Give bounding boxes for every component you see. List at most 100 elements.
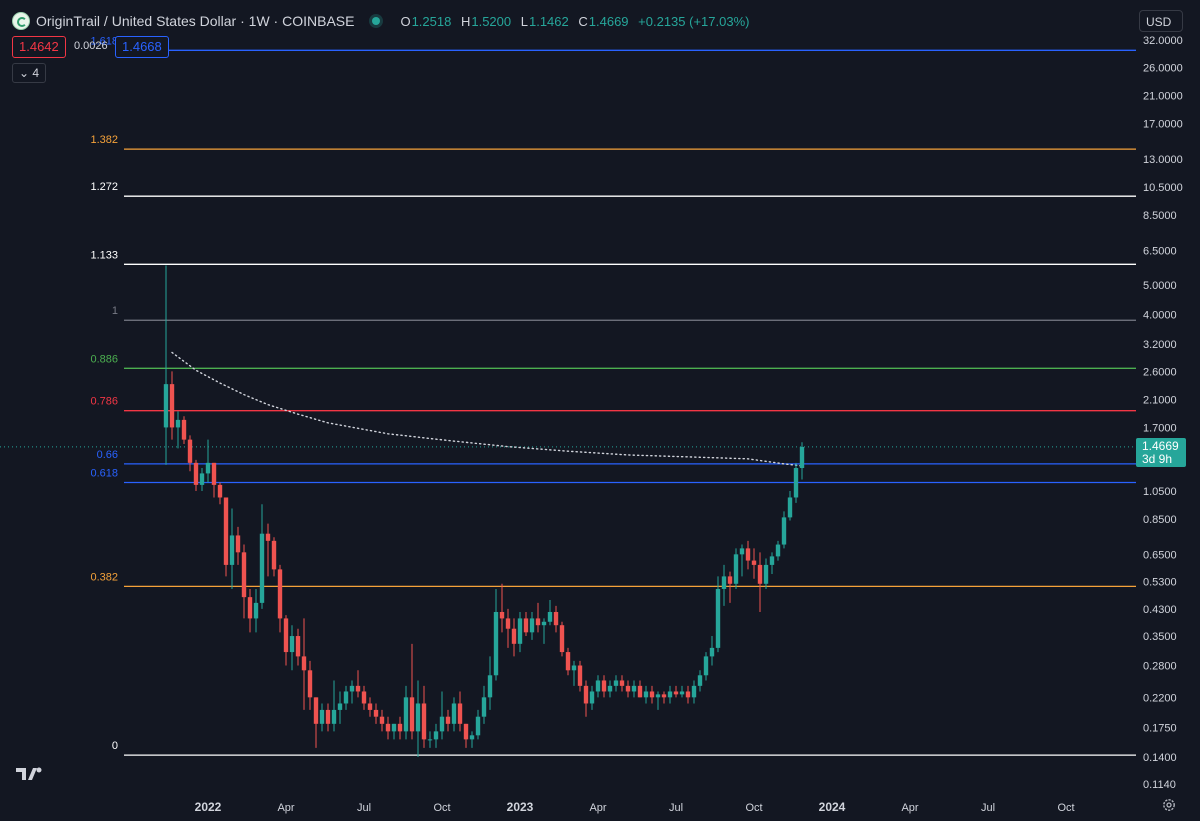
- settings-gear-icon[interactable]: [1162, 798, 1176, 812]
- candle-96: [739, 544, 745, 577]
- candle-body: [637, 685, 643, 698]
- candle-16: [259, 504, 265, 609]
- indicators-toggle-button[interactable]: ⌄ 4: [12, 63, 47, 83]
- candle-30: [343, 685, 349, 710]
- candle-body: [445, 716, 451, 724]
- candle-5: [193, 459, 199, 492]
- candle-body: [193, 462, 199, 485]
- candle-93: [721, 564, 727, 606]
- candle-98: [751, 548, 757, 579]
- last-price-value: 1.4669: [1142, 439, 1179, 453]
- y-tick-label-11: 2.6000: [1143, 366, 1177, 378]
- candle-body: [241, 552, 247, 598]
- candle-95: [733, 548, 739, 589]
- candle-11: [229, 508, 235, 589]
- y-tick-label-2: 21.0000: [1143, 91, 1183, 103]
- candle-53: [481, 685, 487, 724]
- candle-body: [793, 468, 799, 498]
- candle-22: [295, 628, 301, 666]
- y-tick-label-15: 0.8500: [1143, 514, 1177, 526]
- candle-body: [361, 691, 367, 704]
- candle-body: [715, 588, 721, 648]
- symbol-title[interactable]: OriginTrail / United States Dollar · 1W …: [36, 13, 355, 29]
- price-axis[interactable]: 32.0000 26.0000 21.0000 17.0000 13.0000 10.50…: [1143, 35, 1183, 791]
- candle-body: [331, 709, 337, 724]
- candle-body: [523, 618, 529, 633]
- candle-3: [181, 416, 187, 444]
- y-tick-label-5: 10.5000: [1143, 182, 1183, 194]
- candle-44: [427, 731, 433, 748]
- market-status-icon[interactable]: [372, 17, 381, 25]
- y-tick-label-24: 0.1140: [1143, 779, 1176, 791]
- candle-body: [271, 540, 277, 570]
- candle-body: [625, 685, 631, 692]
- candle-body: [733, 554, 739, 584]
- y-tick-label-0: 32.0000: [1143, 35, 1183, 47]
- y-tick-label-19: 0.3500: [1143, 631, 1177, 643]
- ohlc-readout: O1.2518 H1.5200 L1.1462 C1.4669 +0.2135 …: [400, 14, 755, 29]
- candle-body: [481, 697, 487, 717]
- low-label: L: [520, 13, 528, 29]
- y-tick-label-7: 6.5000: [1143, 245, 1177, 257]
- buy-price-button[interactable]: 1.4668: [115, 36, 169, 58]
- candle-34: [367, 697, 373, 717]
- candle-body: [457, 703, 463, 724]
- candle-100: [763, 558, 769, 589]
- candle-7: [205, 439, 211, 483]
- candle-body: [487, 675, 493, 698]
- currency-select[interactable]: USD: [1139, 10, 1183, 32]
- candle-body: [751, 560, 757, 565]
- candle-body: [373, 709, 379, 717]
- candle-26: [319, 703, 325, 732]
- candle-6: [199, 468, 205, 492]
- candle-25: [313, 697, 319, 748]
- candle-17: [265, 523, 271, 577]
- candle-9: [217, 482, 223, 505]
- candle-body: [187, 439, 193, 463]
- candle-body: [427, 739, 433, 741]
- candle-4: [187, 435, 193, 472]
- candle-body: [511, 628, 517, 644]
- candle-78: [631, 680, 637, 698]
- candle-body: [265, 533, 271, 541]
- candle-body: [403, 697, 409, 732]
- candle-body: [607, 685, 613, 692]
- sell-price-button[interactable]: 1.4642: [12, 36, 66, 58]
- candle-92: [715, 576, 721, 653]
- candle-body: [175, 419, 181, 428]
- x-tick-label-0: 2022: [195, 800, 222, 814]
- high-label: H: [460, 13, 471, 29]
- candle-body: [721, 576, 727, 589]
- candle-body: [619, 680, 625, 686]
- candle-body: [205, 462, 211, 474]
- time-axis[interactable]: 2022 Apr Jul Oct 2023 Apr Jul Oct 2024 Apr Jul Oct: [195, 800, 1075, 814]
- candle-1: [169, 371, 175, 440]
- y-tick-label-9: 4.0000: [1143, 309, 1177, 321]
- x-tick-label-10: Jul: [981, 802, 995, 814]
- candle-body: [277, 569, 283, 619]
- y-tick-label-3: 17.0000: [1143, 118, 1183, 130]
- candle-body: [337, 703, 343, 710]
- candle-35: [373, 703, 379, 724]
- x-tick-label-5: Apr: [589, 802, 606, 814]
- candle-body: [559, 625, 565, 653]
- candle-body: [169, 384, 175, 428]
- candle-body: [667, 691, 673, 698]
- candle-29: [337, 691, 343, 724]
- low-value: 1.1462: [528, 13, 569, 29]
- candle-19: [277, 564, 283, 633]
- x-tick-label-9: Apr: [901, 802, 918, 814]
- tradingview-logo-icon[interactable]: [16, 766, 44, 782]
- origintrail-logo-icon: [12, 12, 30, 30]
- candle-body: [775, 544, 781, 557]
- candle-70: [583, 680, 589, 717]
- candle-body: [385, 723, 391, 732]
- candle-body: [439, 716, 445, 732]
- candle-body: [691, 685, 697, 698]
- candle-42: [415, 680, 421, 757]
- chevron-down-icon: ⌄: [19, 66, 30, 80]
- y-tick-label-16: 0.6500: [1143, 549, 1177, 561]
- fib-label-4: 1: [112, 305, 118, 317]
- fib-label-2: 1.272: [90, 181, 118, 193]
